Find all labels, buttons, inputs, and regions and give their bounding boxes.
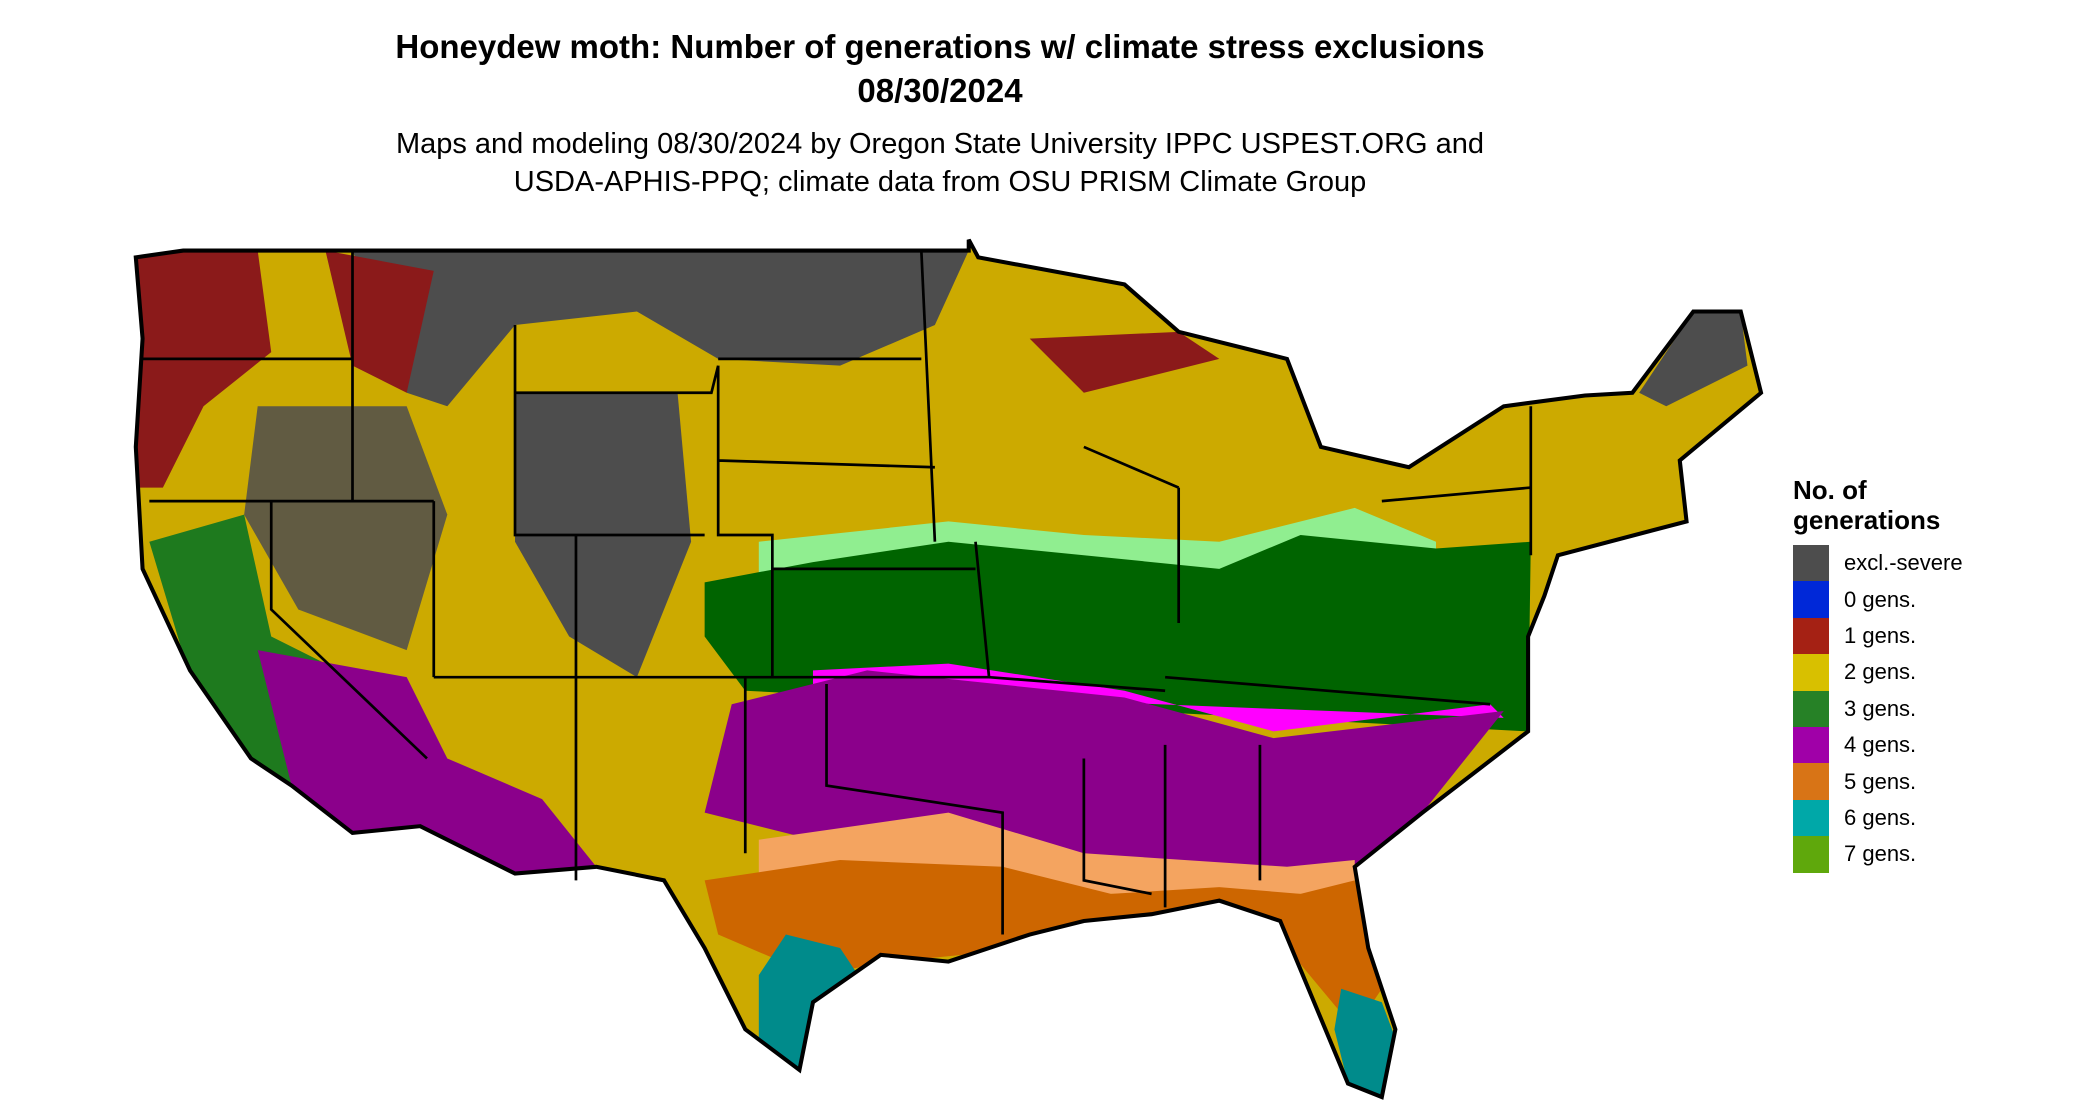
zone-1-gen-northwest (135, 250, 272, 488)
legend-swatch (1793, 763, 1829, 800)
legend-label: 0 gens. (1844, 586, 1917, 612)
map-title: Honeydew moth: Number of generations w/ … (395, 28, 1485, 65)
legend-swatch (1793, 799, 1829, 837)
legend-label: 1 gens. (1844, 622, 1917, 648)
legend-item: excl.-severe (1793, 545, 1963, 582)
legend-item: 5 gens. (1793, 763, 1963, 800)
legend-title-line-2: generations (1793, 505, 1941, 535)
legend-swatch (1793, 690, 1829, 727)
legend-label: 3 gens. (1844, 695, 1917, 721)
legend-item: 3 gens. (1793, 690, 1963, 727)
legend-label: 5 gens. (1844, 768, 1917, 794)
subtitle-line-2: USDA-APHIS-PPQ; climate data from OSU PR… (513, 166, 1367, 198)
subtitle-line-1: Maps and modeling 08/30/2024 by Oregon S… (395, 128, 1485, 160)
legend-title-line-1: No. of (1793, 475, 1867, 505)
legend-item: 4 gens. (1793, 726, 1963, 764)
legend: No. of generations excl.-severe 0 gens. 1 … (1793, 475, 1963, 873)
legend-swatch (1793, 836, 1829, 873)
legend-item: 0 gens. (1793, 581, 1963, 618)
legend-item: 1 gens. (1793, 617, 1963, 655)
zone-4-gens-southwest (257, 650, 597, 874)
legend-swatch (1793, 617, 1829, 655)
legend-swatch (1793, 545, 1829, 582)
map-date: 08/30/2024 (857, 72, 1023, 109)
zone-excl-great-basin (244, 406, 448, 651)
legend-label: 7 gens. (1844, 841, 1917, 867)
legend-swatch (1793, 654, 1829, 691)
zone-excl-north-plains (352, 250, 969, 407)
state-borders (142, 250, 1533, 935)
legend-label: 6 gens. (1844, 804, 1917, 830)
legend-item: 7 gens. (1793, 836, 1963, 873)
legend-item: 2 gens. (1793, 654, 1963, 691)
legend-label: excl.-severe (1844, 550, 1963, 576)
legend-title: No. of generations (1793, 475, 1963, 535)
legend-label: 2 gens. (1844, 659, 1917, 685)
zone-excl-maine (1639, 311, 1748, 407)
zone-4-gens-light (812, 663, 1504, 732)
legend-swatch (1793, 726, 1829, 764)
legend-label: 4 gens. (1844, 732, 1917, 758)
zone-1-gen-superior (1029, 331, 1220, 393)
legend-swatch (1793, 581, 1829, 618)
legend-item: 6 gens. (1793, 799, 1963, 837)
